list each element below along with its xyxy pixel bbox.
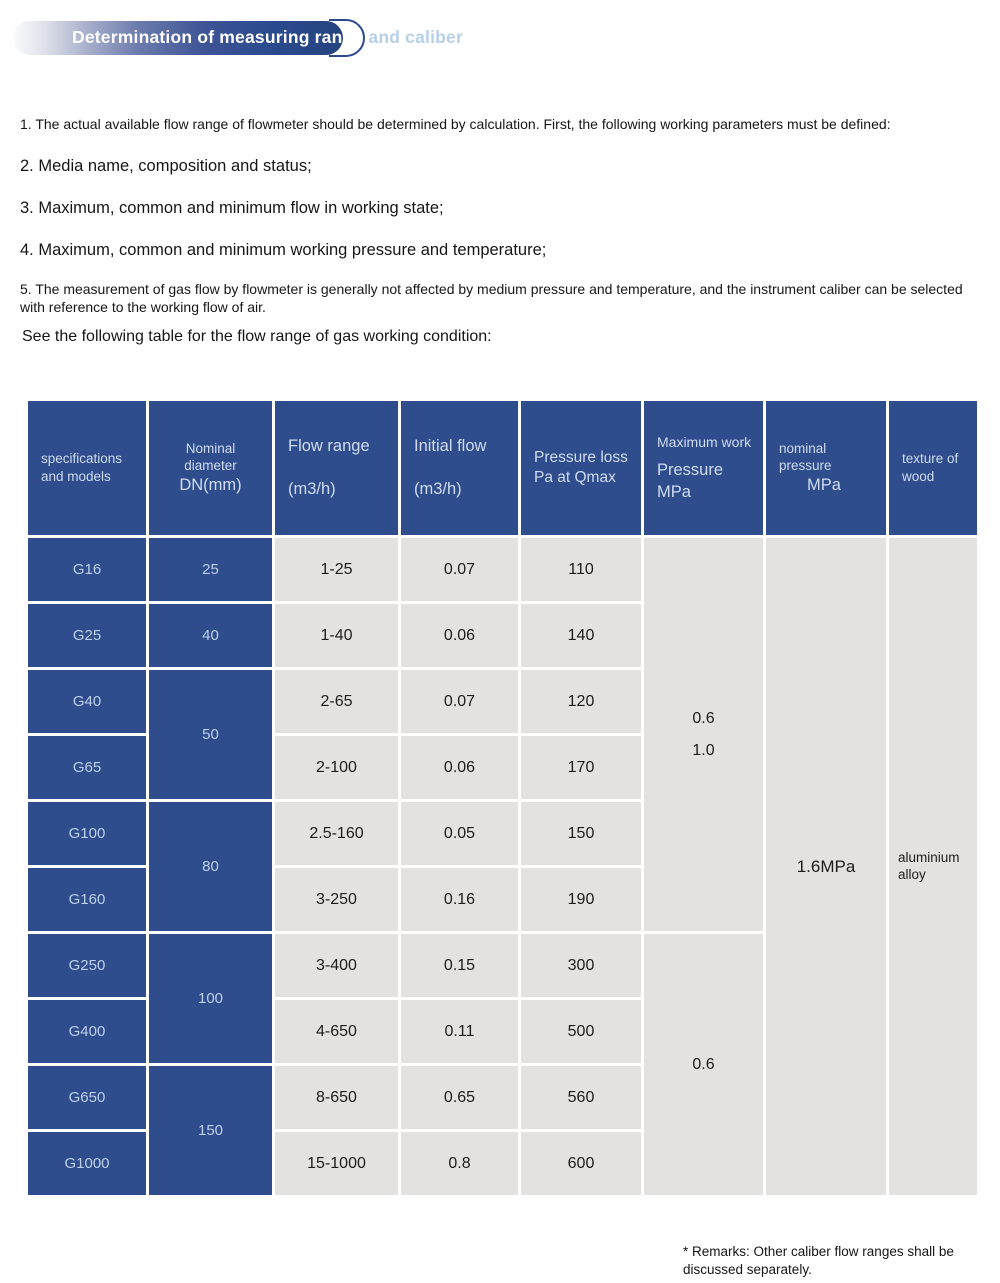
cell-model: G400 — [25, 997, 149, 1066]
cell-model: G40 — [25, 667, 149, 736]
cell-flow-range: 1-40 — [272, 601, 401, 670]
cell-initial-flow: 0.8 — [398, 1129, 521, 1198]
cell-pressure-loss: 190 — [518, 865, 644, 934]
cell-flow-range: 15-1000 — [272, 1129, 401, 1198]
cell-flow-range: 3-250 — [272, 865, 401, 934]
cell-initial-flow: 0.07 — [398, 535, 521, 604]
cell-pressure-loss: 560 — [518, 1063, 644, 1132]
cell-model: G100 — [25, 799, 149, 868]
header-initial-flow: Initial flow (m3/h) — [398, 398, 521, 538]
table-row: G400 4-650 0.11 500 — [25, 997, 979, 1066]
cell-model: G160 — [25, 865, 149, 934]
cell-model: G25 — [25, 601, 149, 670]
header-specifications: specifications and models — [25, 398, 149, 538]
table-row: G65 2-100 0.06 170 — [25, 733, 979, 802]
table-row: G1000 15-1000 0.8 600 — [25, 1129, 979, 1198]
cell-model: G65 — [25, 733, 149, 802]
cell-flow-range: 2-100 — [272, 733, 401, 802]
intro-section: 1. The actual available flow range of fl… — [20, 116, 978, 346]
cell-pressure-loss: 170 — [518, 733, 644, 802]
header-pressure-loss: Pressure loss Pa at Qmax — [518, 398, 644, 538]
banner-pill-decoration — [13, 21, 343, 55]
table-row: G25 40 1-40 0.06 140 — [25, 601, 979, 670]
cell-initial-flow: 0.11 — [398, 997, 521, 1066]
cell-flow-range: 8-650 — [272, 1063, 401, 1132]
cell-dn: 40 — [146, 601, 275, 670]
table-row: G100 80 2.5-160 0.05 150 — [25, 799, 979, 934]
table-row: G40 50 2-65 0.07 120 — [25, 667, 979, 802]
cell-initial-flow: 0.05 — [398, 799, 521, 868]
header-max-work-pressure: Maximum work Pressure MPa — [641, 398, 766, 538]
cell-pressure-loss: 120 — [518, 667, 644, 736]
cell-pressure-loss: 500 — [518, 997, 644, 1066]
table-row: G650 150 8-650 0.65 560 — [25, 1063, 979, 1198]
page-title-main: Determination of measuring range — [72, 27, 369, 47]
intro-paragraph-4: 4. Maximum, common and minimum working p… — [20, 240, 547, 259]
page-title-banner: Determination of measuring range and cal… — [13, 19, 463, 59]
cell-initial-flow: 0.07 — [398, 667, 521, 736]
cell-pressure-loss: 110 — [518, 535, 644, 604]
cell-pressure-loss: 600 — [518, 1129, 644, 1198]
see-table-note: See the following table for the flow ran… — [22, 327, 492, 345]
header-texture: texture of wood — [886, 398, 980, 538]
cell-dn: 100 — [146, 931, 275, 1066]
cell-flow-range: 4-650 — [272, 997, 401, 1066]
cell-model: G16 — [25, 535, 149, 604]
table-row: G160 3-250 0.16 190 — [25, 865, 979, 934]
cell-model: G650 — [25, 1063, 149, 1132]
cell-flow-range: 3-400 — [272, 931, 401, 1000]
cell-flow-range: 1-25 — [272, 535, 401, 604]
cell-max-work-pressure-upper: 0.6 1.0 — [641, 535, 766, 934]
intro-paragraph-3: 3. Maximum, common and minimum flow in w… — [20, 198, 444, 217]
cell-dn: 150 — [146, 1063, 275, 1198]
page-title: Determination of measuring range and cal… — [72, 27, 463, 48]
cell-flow-range: 2.5-160 — [272, 799, 401, 868]
intro-paragraph-5: 5. The measurement of gas flow by flowme… — [20, 280, 963, 315]
cell-model: G1000 — [25, 1129, 149, 1198]
cell-pressure-loss: 140 — [518, 601, 644, 670]
page-title-overflow: and caliber — [368, 27, 463, 47]
cell-dn: 50 — [146, 667, 275, 802]
cell-initial-flow: 0.06 — [398, 733, 521, 802]
cell-dn: 80 — [146, 799, 275, 934]
header-nominal-diameter: Nominal diameter DN(mm) — [146, 398, 275, 538]
remark-note: * Remarks: Other caliber flow ranges sha… — [683, 1244, 954, 1277]
intro-paragraph-1: 1. The actual available flow range of fl… — [20, 116, 891, 132]
banner-ring-decoration — [329, 19, 365, 57]
table-row: G16 25 1-25 0.07 110 0.6 1.0 1.6MPa alum… — [25, 535, 980, 1198]
cell-pressure-loss: 300 — [518, 931, 644, 1000]
flow-range-table: specifications and models Nominal diamet… — [25, 398, 980, 1198]
cell-initial-flow: 0.15 — [398, 931, 521, 1000]
table-row: G250 100 3-400 0.15 300 0.6 — [25, 931, 979, 1198]
cell-model: G250 — [25, 931, 149, 1000]
cell-nominal-pressure: 1.6MPa — [763, 535, 889, 1198]
cell-dn: 25 — [146, 535, 275, 604]
cell-initial-flow: 0.06 — [398, 601, 521, 670]
cell-initial-flow: 0.65 — [398, 1063, 521, 1132]
header-nominal-pressure: nominal pressure MPa — [763, 398, 889, 538]
cell-initial-flow: 0.16 — [398, 865, 521, 934]
cell-pressure-loss: 150 — [518, 799, 644, 868]
table-header-row: specifications and models Nominal diamet… — [25, 398, 980, 538]
cell-texture: aluminium alloy — [886, 535, 980, 1198]
cell-max-work-pressure-lower: 0.6 — [641, 931, 766, 1198]
cell-flow-range: 2-65 — [272, 667, 401, 736]
intro-paragraph-2: 2. Media name, composition and status; — [20, 156, 312, 175]
header-flow-range: Flow range (m3/h) — [272, 398, 401, 538]
